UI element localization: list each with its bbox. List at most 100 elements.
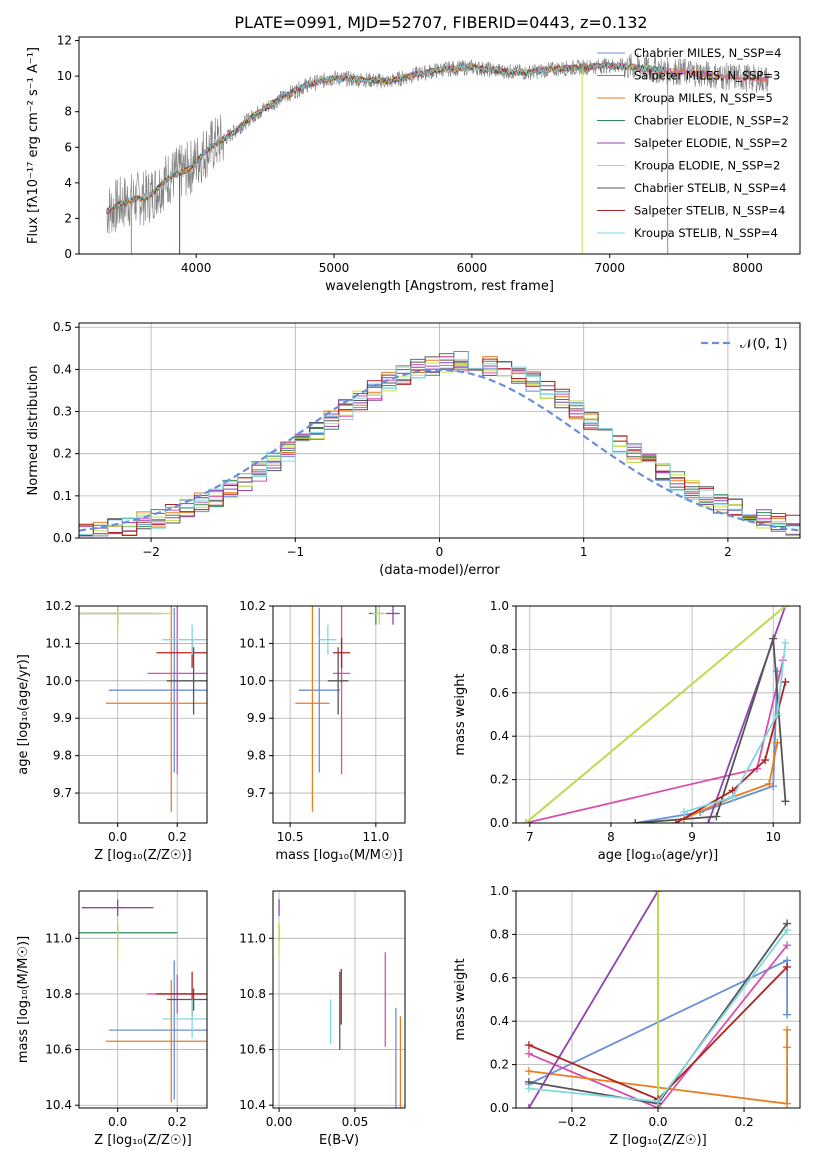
- x-tick-label: 0.00: [266, 1115, 293, 1129]
- y-tick-label: 9.7: [53, 786, 72, 800]
- y-tick-label: 10.0: [239, 674, 266, 688]
- y-axis-label: Normed distribution: [26, 366, 41, 496]
- y-tick-label: 12: [57, 34, 72, 48]
- legend-label-kroupa_stelib: Kroupa STELIB, N_SSP=4: [634, 226, 778, 240]
- x-tick-label: 7000: [594, 261, 625, 275]
- y-tick-label: 0.2: [53, 447, 72, 461]
- legend-label-chabrier_elodie: Chabrier ELODIE, N_SSP=2: [634, 114, 789, 128]
- y-tick-label: 2: [64, 211, 72, 225]
- mass-weight-line-salpeter_miles: [528, 944, 788, 1108]
- mass-weight-line-kroupa_stelib: [683, 642, 787, 813]
- y-tick-label: 9.7: [247, 786, 266, 800]
- y-tick-label: 0.3: [53, 405, 72, 419]
- errorbar-point-salpeter_elodie: [81, 899, 154, 917]
- x-tick-label: 9: [688, 830, 696, 844]
- mass-weight-marker: [783, 926, 792, 935]
- mass-weight-marker: [524, 1084, 533, 1093]
- x-tick-label: 0.2: [168, 1115, 187, 1129]
- errorbar-point-salpeter_stelib: [333, 637, 351, 668]
- y-tick-label: 10: [57, 69, 72, 83]
- legend-label-kroupa_miles: Kroupa MILES, N_SSP=5: [634, 91, 773, 105]
- axes-frame: [272, 890, 406, 1109]
- legend-label-salpeter_stelib: Salpeter STELIB, N_SSP=4: [634, 204, 785, 218]
- x-tick-label: 1: [580, 545, 588, 559]
- y-tick-label: 10.1: [45, 636, 72, 650]
- mass-weight-line-salpeter_stelib: [675, 681, 787, 823]
- mass-weight-marker: [524, 1049, 533, 1058]
- y-tick-label: 0.6: [490, 686, 509, 700]
- x-tick-label: 11.0: [362, 830, 389, 844]
- x-axis-label: Z [log₁₀(Z/Z☉)]: [609, 1133, 706, 1148]
- mass-weight-marker: [704, 819, 713, 823]
- axes-frame: [78, 322, 801, 539]
- y-tick-label: 0.4: [490, 729, 509, 743]
- errorbar-point-chabrier_stelib: [166, 988, 207, 1011]
- y-tick-label: 6: [64, 140, 72, 154]
- errorbar-point-chabrier_stelib: [327, 647, 349, 715]
- observed-spectrum-line: [106, 53, 769, 235]
- mass-weight-marker: [671, 819, 680, 823]
- legend-label-salpeter_miles: Salpeter MILES, N_SSP=3: [634, 69, 780, 83]
- mass_weight_vs_Z-panel: −0.2 0.0 0.2 0.0 0.2 0.4 0.6 0.8 1.0 Z [log₁₀(Z/Z…: [453, 884, 801, 1148]
- x-tick-label: 8: [607, 830, 615, 844]
- residual-histogram-kroupa_elodie: [79, 362, 800, 537]
- y-tick-label: 9.8: [53, 749, 72, 763]
- errorbar-point-kroupa_miles: [105, 980, 207, 1103]
- mass_weight_vs_age-panel: 7 8 9 10 0.0 0.2 0.4 0.6 0.8 1.0 age [log₁₀(age/yr…: [453, 599, 801, 863]
- axes-frame: [78, 605, 208, 824]
- mass-weight-marker: [783, 941, 792, 950]
- mass-weight-marker: [783, 1099, 792, 1108]
- errorbar-point-kroupa_stelib: [319, 624, 337, 655]
- x-tick-label: 7: [526, 830, 534, 844]
- x-tick-label: 8000: [732, 261, 763, 275]
- y-tick-label: 0.8: [490, 927, 509, 941]
- x-tick-label: −1: [286, 545, 304, 559]
- figure-title: PLATE=0991, MJD=52707, FIBERID=0443, z=0…: [234, 13, 647, 32]
- y-tick-label: 0.1: [53, 489, 72, 503]
- mass-weight-marker: [728, 792, 737, 801]
- x-tick-label: 5000: [319, 261, 350, 275]
- x-tick-label: 0: [436, 545, 444, 559]
- y-tick-label: 1.0: [490, 599, 509, 613]
- y-tick-label: 10.0: [45, 674, 72, 688]
- mass-weight-marker: [679, 808, 688, 817]
- mass_vs_ebv-plot-area: [278, 899, 402, 1108]
- y-tick-label: 10.8: [239, 987, 266, 1001]
- legend-label-chabrier_stelib: Chabrier STELIB, N_SSP=4: [634, 181, 786, 195]
- legend-label-chabrier_miles: Chabrier MILES, N_SSP=4: [634, 46, 781, 60]
- residuals-plot-area: [79, 351, 800, 537]
- age_vs_Z-plot-area: [79, 606, 207, 812]
- y-tick-label: 0.0: [490, 816, 509, 830]
- errorbar-point-kroupa_miles: [295, 606, 330, 812]
- y-tick-label: 11.0: [239, 931, 266, 945]
- x-tick-label: 0.0: [648, 1115, 667, 1129]
- y-tick-label: 4: [64, 176, 72, 190]
- y-tick-label: 10.2: [45, 599, 72, 613]
- x-tick-label: −2: [142, 545, 160, 559]
- mass-weight-marker: [781, 797, 790, 806]
- mass-weight-line-kroupa_elodie: [525, 606, 786, 823]
- mass-weight-marker: [521, 819, 530, 823]
- y-axis-label: Flux [fλ10⁻¹⁷ erg cm⁻² s⁻¹ A⁻¹]: [26, 47, 41, 244]
- residuals-legend: 𝒩(0, 1): [701, 337, 787, 352]
- mass-weight-line-kroupa_miles: [683, 742, 779, 820]
- mass-weight-marker: [761, 756, 770, 765]
- y-tick-label: 0.4: [53, 362, 72, 376]
- y-tick-label: 0.5: [53, 320, 72, 334]
- y-tick-label: 10.6: [239, 1043, 266, 1057]
- errorbar-point-chabrier_miles: [108, 607, 207, 773]
- residuals-panel: −2 −1 0 1 2 0.0 0.1 0.2 0.3 0.4 0.5 (data-model)/er…: [26, 320, 801, 578]
- y-tick-label: 0.2: [490, 1058, 509, 1072]
- errorbar-point-kroupa_stelib: [162, 999, 207, 1039]
- errorbar-point-salpeter_miles: [147, 606, 207, 775]
- age_vs_mass-plot-area: [295, 606, 400, 812]
- y-tick-label: 10.4: [239, 1098, 266, 1112]
- y-axis-label: age [log₁₀(age/yr)]: [16, 654, 31, 775]
- errorbar-point-salpeter_elodie: [386, 606, 400, 625]
- y-tick-label: 10.8: [45, 987, 72, 1001]
- legend-label-kroupa_elodie: Kroupa ELODIE, N_SSP=2: [634, 159, 780, 173]
- axes-frame: [515, 890, 801, 1109]
- residual-histogram-chabrier_elodie: [79, 353, 800, 536]
- y-tick-label: 10.2: [239, 599, 266, 613]
- mass-weight-marker: [654, 1097, 662, 1106]
